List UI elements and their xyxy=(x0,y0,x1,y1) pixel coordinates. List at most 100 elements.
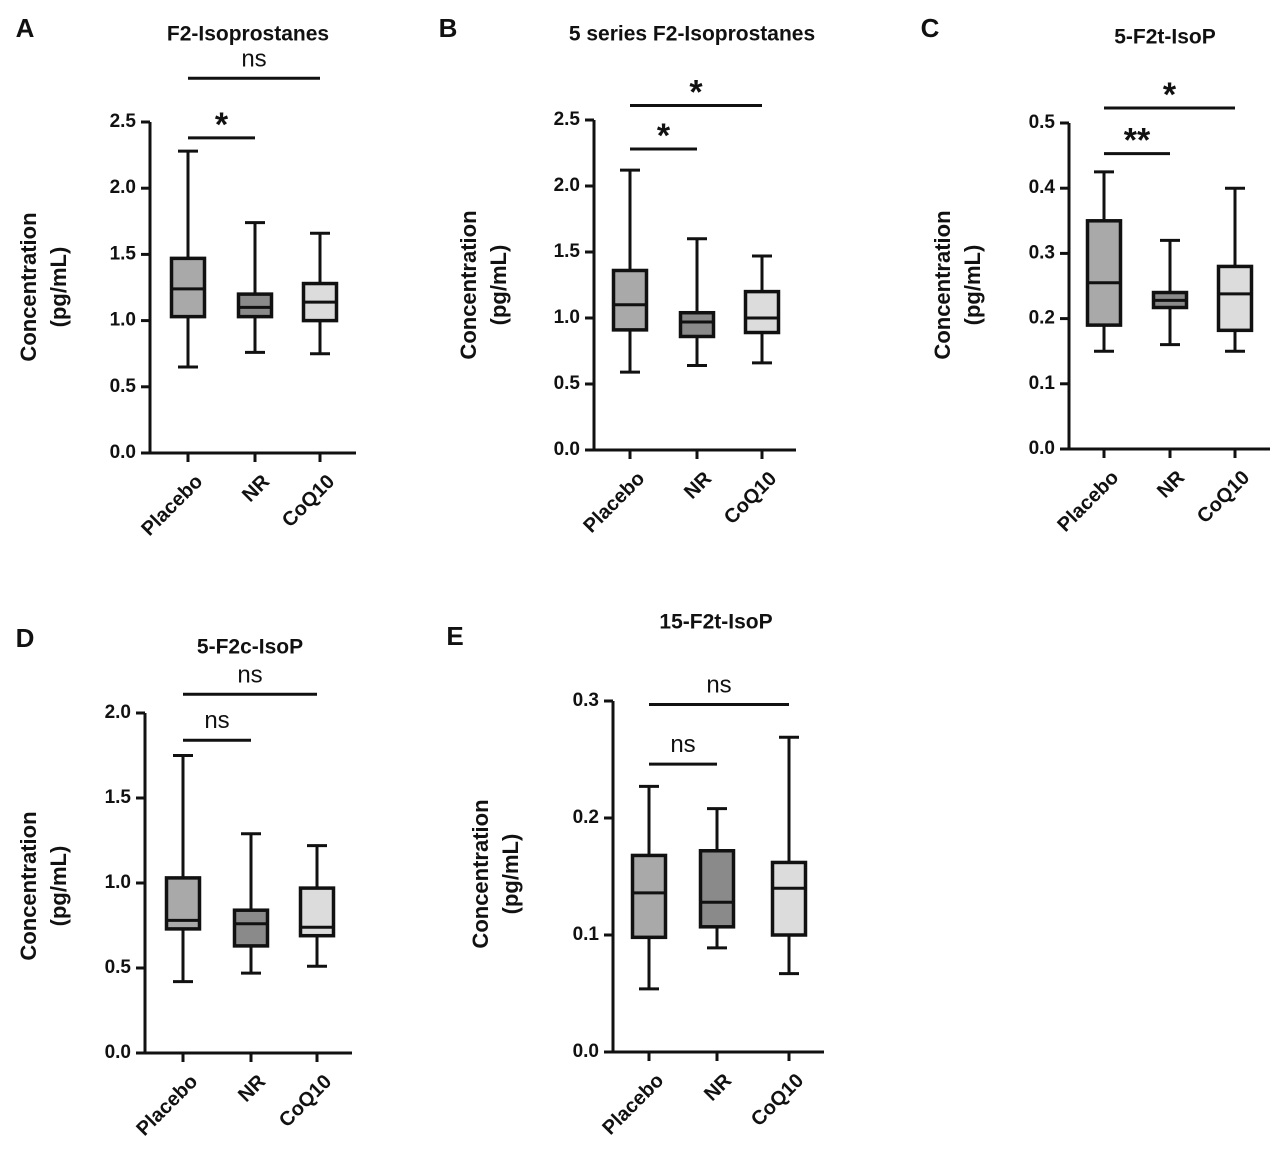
x-tick-label: Placebo xyxy=(137,471,207,541)
box-placebo xyxy=(1085,170,1123,353)
panel-title: 5-F2t-IsoP xyxy=(1114,26,1216,49)
panel-d: D 5-F2c-IsoP Concentration (pg/mL) 0.0 0.5 1.0… xyxy=(16,623,352,1141)
panel-e: E 15-F2t-IsoP Concentration (pg/mL) 0.0 0.1 0.… xyxy=(446,611,824,1140)
x-tick-label: CoQ10 xyxy=(278,471,339,532)
box-iqr xyxy=(678,310,716,339)
x-tick-label: NR xyxy=(680,467,716,503)
box-iqr xyxy=(232,908,270,948)
panel-letter: A xyxy=(16,13,35,43)
significance-label: ns xyxy=(670,731,695,758)
x-tick-label: Placebo xyxy=(1053,467,1123,537)
box-nr xyxy=(1151,238,1189,347)
y-tick-label: 1.5 xyxy=(105,787,132,808)
y-tick-label: 2.0 xyxy=(110,177,136,198)
y-tick-label: 1.0 xyxy=(554,307,580,328)
x-tick-label: CoQ10 xyxy=(720,468,781,529)
box-nr xyxy=(236,221,274,354)
x-tick-label: Placebo xyxy=(132,1071,202,1141)
panel-title: 5-F2c-IsoP xyxy=(197,636,303,659)
y-axis-label-line: Concentration xyxy=(456,210,481,359)
panel-a: A F2-Isoprostanes Concentration (pg/mL) 0.0 0… xyxy=(16,13,356,541)
y-axis-label: Concentration (pg/mL) xyxy=(16,811,71,960)
y-tick-label: 0.0 xyxy=(105,1042,131,1063)
box-placebo xyxy=(169,149,207,369)
box-placebo xyxy=(164,754,202,984)
box-nr xyxy=(698,807,736,950)
y-tick-label: 1.5 xyxy=(554,241,581,262)
x-tick-label: NR xyxy=(1153,466,1189,502)
x-tick-label: CoQ10 xyxy=(1193,467,1254,528)
y-axis-label-line: Concentration xyxy=(16,212,41,361)
box-iqr xyxy=(611,268,649,332)
y-tick-label: 2.0 xyxy=(554,175,580,196)
y-tick-label: 1.0 xyxy=(110,310,136,331)
y-tick-label: 0.2 xyxy=(573,807,599,828)
y-axis-label-line: Concentration xyxy=(468,799,493,948)
x-tick-label: NR xyxy=(238,470,274,506)
panel-letter: D xyxy=(16,623,35,653)
box-iqr xyxy=(770,860,808,937)
y-tick-label: 0.5 xyxy=(110,376,137,397)
y-tick-label: 2.5 xyxy=(554,109,581,130)
y-tick-label: 0.5 xyxy=(1029,112,1056,133)
box-iqr xyxy=(698,849,736,929)
box-iqr xyxy=(236,292,274,319)
box-coq10 xyxy=(770,735,808,976)
y-axis-label: Concentration (pg/mL) xyxy=(468,799,523,948)
significance-label: ns xyxy=(706,672,731,699)
y-tick-label: 2.0 xyxy=(105,702,131,723)
y-tick-label: 0.5 xyxy=(105,957,132,978)
y-axis-label-line: (pg/mL) xyxy=(46,247,71,328)
panel-title: F2-Isoprostanes xyxy=(167,23,329,46)
y-axis-label-line: (pg/mL) xyxy=(486,245,511,326)
y-axis-label: Concentration (pg/mL) xyxy=(16,212,71,361)
box-iqr xyxy=(630,853,668,940)
y-tick-label: 0.1 xyxy=(1029,373,1056,394)
box-coq10 xyxy=(1216,186,1254,353)
x-tick-label: Placebo xyxy=(579,468,649,538)
panel-title: 5 series F2-Isoprostanes xyxy=(569,23,815,46)
y-tick-label: 0.0 xyxy=(554,439,580,460)
y-tick-label: 0.2 xyxy=(1029,308,1055,329)
panel-title: 15-F2t-IsoP xyxy=(659,611,772,634)
box-nr xyxy=(678,237,716,368)
y-axis-label-line: Concentration xyxy=(930,210,955,359)
x-tick-label: CoQ10 xyxy=(275,1071,336,1132)
panel-letter: C xyxy=(921,13,940,43)
box-coq10 xyxy=(298,844,336,968)
significance-label: ns xyxy=(241,45,266,72)
panel-c: C 5-F2t-IsoP Concentration (pg/mL) 0.0 0.1 0.2… xyxy=(921,13,1270,537)
y-tick-label: 0.0 xyxy=(110,442,136,463)
y-tick-label: 1.0 xyxy=(105,872,131,893)
significance-label: * xyxy=(657,117,671,155)
box-iqr xyxy=(743,289,781,335)
y-axis-label: Concentration (pg/mL) xyxy=(456,210,511,359)
significance-label: ns xyxy=(204,707,229,734)
x-tick-label: NR xyxy=(700,1069,736,1105)
y-axis-label-line: (pg/mL) xyxy=(960,245,985,326)
significance-label: * xyxy=(689,73,703,111)
significance-label: * xyxy=(215,106,229,144)
panel-b: B 5 series F2-Isoprostanes Concentration (p… xyxy=(439,13,816,538)
x-tick-label: CoQ10 xyxy=(747,1070,808,1131)
y-tick-label: 0.0 xyxy=(1029,438,1055,459)
significance-label: ns xyxy=(237,661,262,688)
y-axis-label-line: (pg/mL) xyxy=(498,834,523,915)
y-axis-label-line: Concentration xyxy=(16,811,41,960)
y-tick-label: 2.5 xyxy=(110,111,137,132)
box-iqr xyxy=(1085,219,1123,327)
box-placebo xyxy=(630,784,668,991)
y-tick-label: 0.5 xyxy=(554,373,581,394)
y-tick-label: 0.1 xyxy=(573,924,600,945)
box-placebo xyxy=(611,168,649,374)
box-coq10 xyxy=(301,231,339,356)
y-axis-label-line: (pg/mL) xyxy=(46,846,71,927)
x-tick-label: Placebo xyxy=(598,1070,668,1140)
panel-letter: E xyxy=(446,621,463,651)
y-tick-label: 0.3 xyxy=(1029,242,1055,263)
y-tick-label: 0.3 xyxy=(573,690,599,711)
significance-label: ** xyxy=(1124,122,1151,160)
y-tick-label: 0.0 xyxy=(573,1041,599,1062)
x-tick-label: NR xyxy=(234,1070,270,1106)
